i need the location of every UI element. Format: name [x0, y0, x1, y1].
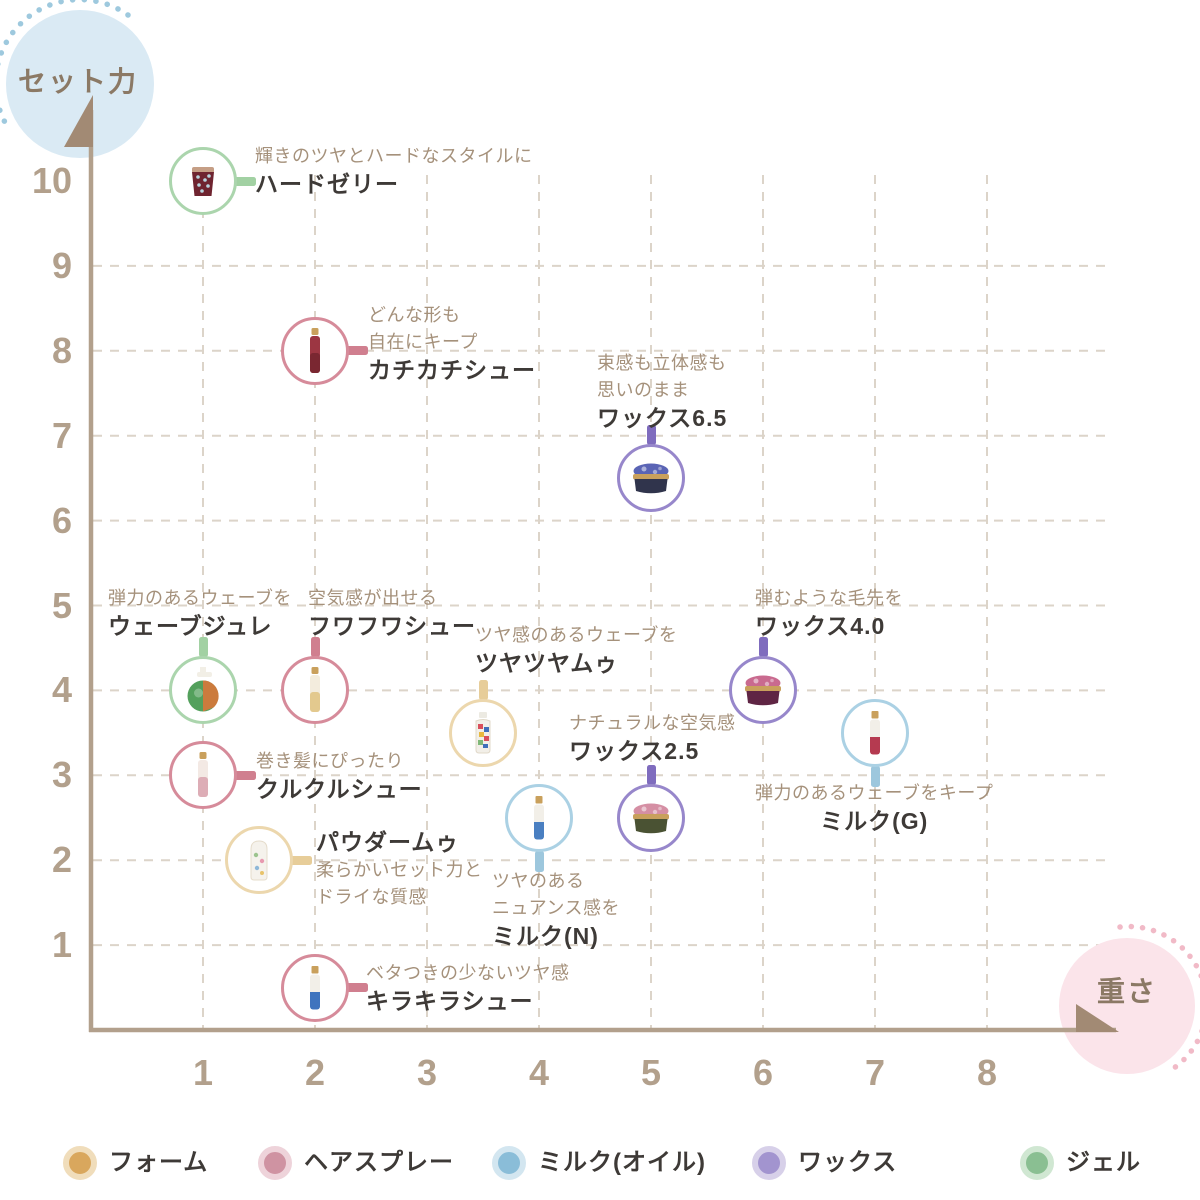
kachikachi-chou-icon [310, 327, 320, 373]
y-bubble-dotted-arc [0, 0, 131, 129]
product-marker-milk-n[interactable] [505, 783, 573, 852]
tsuyatsuya-mou-icon [475, 711, 491, 754]
y-axis-title-bubble: セット力 [6, 10, 154, 158]
kurukuru-chou-icon [198, 752, 208, 798]
product-marker-wax-6-5[interactable] [617, 444, 685, 513]
x-axis-arrow [1076, 1004, 1119, 1032]
product-marker-wax-2-5[interactable] [617, 783, 685, 852]
powder-mou-icon [250, 840, 268, 881]
x-bubble-dotted-arc [1117, 923, 1200, 1076]
wax-4-0-icon [745, 675, 781, 706]
y-axis-title: セット力 [17, 66, 138, 97]
product-marker-kachikachi-chou[interactable] [281, 316, 349, 385]
wax-6-5-icon [633, 463, 669, 494]
product-marker-wax-4-0[interactable] [729, 656, 797, 725]
x-axis-title: 重さ [1096, 976, 1157, 1007]
milk-n-icon [534, 795, 544, 840]
hard-jelly-icon [192, 167, 214, 196]
wave-jule-icon [187, 667, 219, 712]
product-marker-hard-jelly[interactable] [169, 147, 237, 215]
x-axis-title-bubble: 重さ [1059, 938, 1195, 1074]
product-marker-powder-mou[interactable] [225, 826, 293, 895]
product-marker-wave-jule[interactable] [169, 656, 237, 725]
product-marker-kirakira-chou[interactable] [281, 953, 349, 1022]
fuwafuwa-chou-icon [310, 667, 320, 713]
product-marker-tsuyatsuya-mou[interactable] [449, 698, 517, 767]
kirakira-chou-icon [310, 965, 320, 1010]
wax-2-5-icon [633, 803, 669, 833]
product-marker-milk-g[interactable] [841, 698, 909, 767]
product-marker-kurukuru-chou[interactable] [169, 741, 237, 810]
milk-g-icon [870, 710, 880, 755]
y-axis-arrow [64, 95, 93, 147]
product-marker-fuwafuwa-chou[interactable] [281, 656, 349, 725]
